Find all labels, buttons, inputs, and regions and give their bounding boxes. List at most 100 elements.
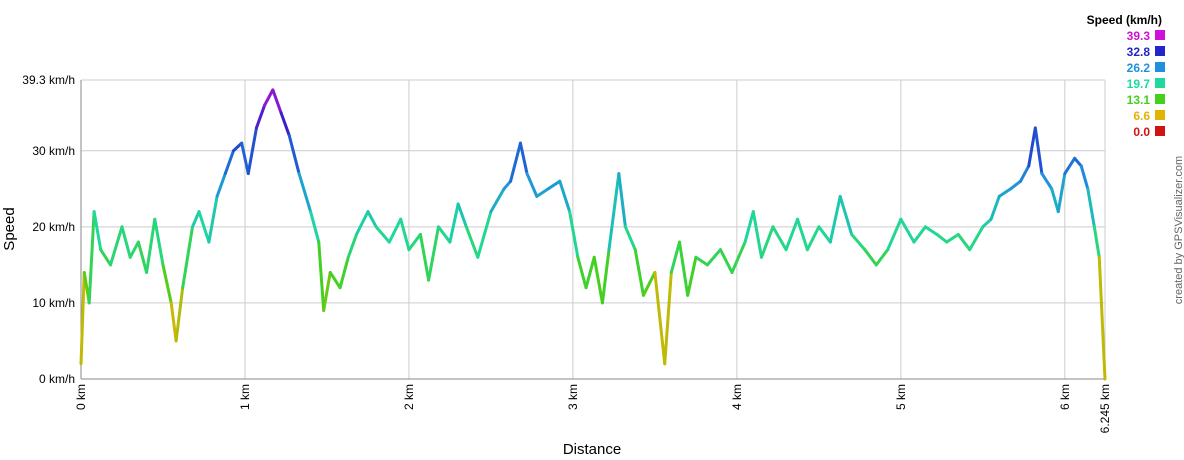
speed-segment (399, 217, 411, 252)
speed-segment (1063, 156, 1077, 176)
speed-segment (231, 141, 244, 153)
y-tick-label: 0 km/h (39, 372, 75, 386)
speed-segment (153, 217, 165, 267)
speed-segment (246, 126, 258, 176)
speed-segment (1019, 164, 1031, 183)
speed-segment (309, 210, 321, 244)
speed-segment (784, 217, 800, 252)
speed-segment (997, 187, 1013, 198)
speed-segment (956, 232, 972, 252)
speed-segment (771, 225, 788, 252)
legend-label: 39.3 (1127, 29, 1151, 43)
speed-segment (641, 270, 657, 297)
speed-segment (838, 194, 854, 236)
speed-segment (1086, 187, 1096, 229)
speed-segment (254, 103, 267, 130)
speed-segment (705, 248, 722, 267)
speed-segment (509, 141, 522, 183)
speed-segment (464, 225, 480, 259)
speed-segment (850, 232, 867, 252)
legend-label: 19.7 (1127, 77, 1151, 91)
speed-segment (935, 232, 949, 244)
speed-segment (535, 187, 550, 198)
speed-segment (279, 111, 291, 138)
speed-segment (197, 210, 211, 244)
speed-segment (743, 210, 755, 244)
legend-swatch (1155, 126, 1165, 136)
speed-segment (502, 179, 513, 191)
speed-segment (912, 225, 927, 244)
speed-segment (863, 248, 878, 267)
speed-segment (489, 187, 506, 214)
speed-segment (663, 270, 673, 366)
speed-segment (181, 225, 195, 290)
y-tick-label: 20 km/h (32, 220, 75, 234)
speed-segment (518, 141, 529, 176)
speed-segment (145, 217, 157, 274)
speed-segment (1092, 225, 1101, 259)
speed-segment (568, 210, 580, 259)
speed-segment (1097, 255, 1107, 381)
speed-segment (730, 240, 747, 274)
speed-segment (607, 172, 621, 252)
y-axis-label: Speed (1, 207, 18, 250)
speed-segment (617, 172, 627, 229)
speed-segment (981, 217, 993, 229)
speed-segment (623, 225, 637, 252)
x-tick-label: 4 km (730, 384, 744, 410)
speed-segment (945, 232, 960, 244)
speed-segment (374, 225, 391, 244)
legend-swatch (1155, 30, 1165, 40)
speed-segment (805, 225, 821, 252)
speed-segment (263, 88, 275, 107)
speed-segment (751, 210, 763, 259)
x-tick-label: 6.245 km (1098, 384, 1112, 433)
speed-segment (346, 232, 358, 259)
speed-segment (1040, 172, 1054, 191)
speed-segment (600, 248, 611, 305)
speed-segment (387, 217, 403, 244)
credit: created by GPSVisualizer.com (1173, 156, 1184, 304)
speed-segment (677, 240, 690, 297)
speed-segment (328, 270, 342, 290)
speed-segment (1027, 126, 1037, 168)
x-tick-label: 5 km (894, 384, 908, 410)
speed-segment (874, 248, 890, 267)
legend-swatch (1155, 46, 1165, 56)
speed-segment (287, 134, 301, 176)
x-tick-label: 0 km (74, 384, 88, 410)
speed-segment (87, 210, 96, 305)
x-tick-label: 3 km (566, 384, 580, 410)
speed-segment (407, 232, 422, 252)
speed-segment (322, 270, 332, 313)
speed-segment (317, 240, 326, 313)
speed-segment (584, 255, 596, 290)
y-tick-label: 10 km/h (32, 296, 75, 310)
speed-segment (633, 248, 645, 297)
speed-segment (1009, 179, 1023, 191)
x-tick-label: 1 km (238, 384, 252, 410)
speed-segment (1073, 156, 1083, 168)
speed-segment (169, 301, 178, 343)
speed-segment (92, 210, 103, 252)
speed-segment (546, 179, 562, 191)
speed-segment (886, 217, 903, 252)
speed-segment (759, 225, 775, 259)
speed-segment (436, 225, 452, 244)
speed-segment (354, 210, 370, 236)
speed-segment (1079, 164, 1090, 191)
speed-segment (128, 240, 140, 259)
speed-segment (718, 248, 734, 274)
speed-segment (109, 225, 124, 267)
speed-segment (215, 172, 227, 198)
speed-segment (174, 286, 185, 343)
legend-swatch (1155, 110, 1165, 120)
legend-label: 0.0 (1133, 125, 1150, 139)
speed-segment (338, 255, 350, 290)
speed-segment (1056, 172, 1067, 214)
speed-segment (191, 210, 201, 229)
legend-swatch (1155, 62, 1165, 72)
speed-segment (968, 225, 985, 252)
speed-segment (161, 263, 173, 305)
speed-segment (796, 217, 809, 252)
